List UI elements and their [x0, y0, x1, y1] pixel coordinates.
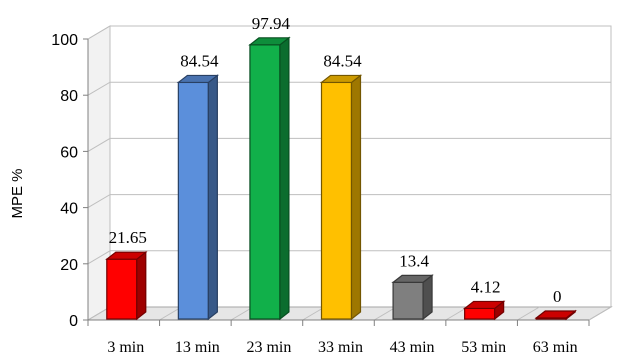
y-tick-label-20: 20 — [60, 257, 78, 274]
data-label-0: 21.65 — [109, 228, 147, 247]
x-tick-label-2: 23 min — [246, 339, 291, 356]
x-tick-label-4: 43 min — [390, 339, 435, 356]
gridline-20 — [87, 250, 611, 265]
data-label-3: 84.54 — [323, 51, 362, 70]
y-tick-label-40: 40 — [60, 201, 78, 218]
bar-top-5 — [462, 300, 506, 310]
data-label-5: 4.12 — [471, 277, 501, 296]
bar-side-0 — [136, 250, 147, 321]
y-tick-label-100: 100 — [51, 32, 78, 49]
y-tick-label-0: 0 — [69, 313, 78, 330]
data-label-4: 13.4 — [399, 251, 429, 270]
gridline-40 — [87, 194, 611, 209]
floor-divider-7 — [588, 306, 612, 321]
data-label-6: 0 — [553, 287, 562, 306]
bar-top-3 — [319, 74, 363, 84]
x-tick-label-3: 33 min — [318, 339, 363, 356]
bar-side-3 — [350, 74, 362, 321]
x-tick-label-1: 13 min — [175, 339, 220, 356]
bar-2 — [249, 44, 281, 320]
data-label-2: 97.94 — [252, 14, 291, 33]
bar-top-6 — [534, 310, 577, 319]
x-tick-label-5: 53 min — [461, 339, 506, 356]
bar-top-4 — [391, 274, 434, 283]
bar-top-0 — [105, 251, 148, 260]
bar-side-1 — [207, 74, 218, 321]
bar-5 — [464, 307, 496, 320]
bar-4 — [392, 281, 424, 320]
y-tick-label-60: 60 — [60, 144, 78, 161]
bar-1 — [177, 81, 209, 320]
gridline-80 — [87, 81, 611, 96]
bar-top-1 — [176, 74, 220, 84]
data-label-1: 84.54 — [180, 51, 219, 70]
bar-side-2 — [279, 36, 290, 321]
y-tick-label-80: 80 — [60, 88, 78, 105]
gridline-100 — [87, 25, 611, 40]
y-axis-title: MPE % — [9, 168, 26, 218]
bar-0 — [106, 258, 138, 320]
bar-top-2 — [248, 37, 291, 46]
gridline-60 — [87, 137, 611, 152]
bar-3 — [320, 81, 353, 320]
x-tick-label-0: 3 min — [107, 339, 144, 356]
x-tick-label-6: 63 min — [533, 339, 578, 356]
floor-divider-6 — [517, 306, 540, 321]
